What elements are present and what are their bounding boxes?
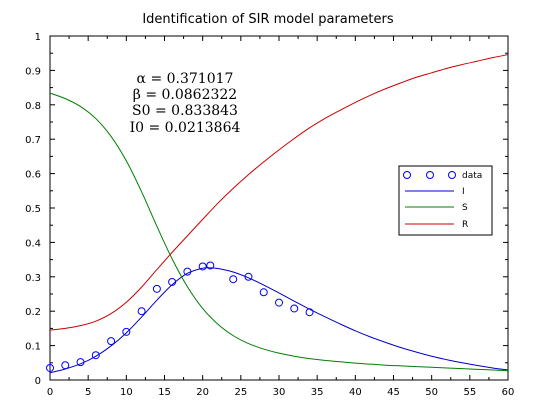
legend-item-data: data [403, 171, 482, 181]
data-point [229, 275, 238, 284]
x-tick-label: 15 [158, 387, 171, 398]
x-tick-label: 30 [273, 387, 286, 398]
y-tick-label: 0.8 [25, 101, 41, 112]
legend-item-s: S [405, 203, 468, 213]
data-point [46, 363, 54, 372]
legend-marker-data [448, 171, 456, 179]
x-tick-label: 35 [311, 387, 324, 398]
annotation-i0: I0 = 0.0213864 [130, 120, 241, 136]
series-lines [49, 54, 509, 374]
x-tick-label: 55 [463, 387, 476, 398]
data-point [259, 288, 268, 297]
y-tick-label: 0 [35, 376, 41, 387]
annotation-s0: S0 = 0.833843 [132, 103, 238, 119]
y-axis: 0 0.1 0.2 0.3 0.4 0.5 0.6 0.7 0.8 0.9 1 [25, 32, 508, 387]
parameter-annotation: α = 0.371017 β = 0.0862322 S0 = 0.833843… [130, 71, 241, 136]
x-axis: 0 5 10 15 20 25 30 35 40 45 50 55 60 [47, 36, 515, 398]
y-tick-label: 0.4 [25, 238, 41, 249]
data-point [152, 284, 161, 293]
y-tick-label: 0.2 [25, 307, 41, 318]
data-point [244, 272, 253, 281]
x-tick-label: 25 [234, 387, 247, 398]
y-tick-label: 0.6 [25, 170, 41, 181]
data-point [76, 358, 85, 367]
y-tick-label: 0.7 [25, 135, 41, 146]
data-point [91, 351, 100, 360]
legend-label-i: I [462, 187, 465, 197]
legend-label-data: data [462, 171, 482, 181]
legend: data I S R [398, 165, 493, 236]
x-tick-label: 50 [425, 387, 438, 398]
data-point [198, 262, 207, 271]
data-point [107, 337, 116, 346]
x-tick-label: 60 [502, 387, 515, 398]
data-point [305, 308, 314, 317]
y-tick-label: 1 [35, 32, 41, 43]
x-tick-label: 40 [349, 387, 362, 398]
series-line-r [49, 54, 509, 331]
x-tick-label: 20 [196, 387, 209, 398]
annotation-alpha: α = 0.371017 [137, 71, 234, 87]
data-point [183, 267, 192, 276]
data-point [137, 307, 146, 316]
y-tick-label: 0.1 [25, 342, 41, 353]
legend-marker-data [426, 171, 434, 179]
x-tick-label: 0 [47, 387, 53, 398]
chart-title: Identification of SIR model parameters [142, 12, 394, 27]
legend-item-i: I [405, 187, 465, 197]
data-point [168, 277, 177, 286]
x-tick-label: 5 [85, 387, 91, 398]
y-tick-label: 0.3 [25, 273, 41, 284]
series-line-s [49, 92, 509, 372]
y-tick-label: 0.9 [25, 66, 41, 77]
data-point [61, 361, 70, 370]
annotation-beta: β = 0.0862322 [133, 87, 237, 103]
legend-item-r: R [405, 220, 468, 230]
data-point [290, 304, 299, 313]
x-tick-label: 10 [120, 387, 133, 398]
data-point [275, 298, 283, 307]
data-point [122, 327, 131, 336]
legend-label-r: R [462, 220, 468, 230]
legend-label-s: S [462, 203, 468, 213]
data-markers [46, 261, 314, 372]
x-tick-label: 45 [387, 387, 400, 398]
y-tick-label: 0.5 [25, 204, 41, 215]
legend-marker-data [403, 171, 411, 179]
series-line-i [49, 267, 509, 374]
data-point [206, 261, 215, 270]
